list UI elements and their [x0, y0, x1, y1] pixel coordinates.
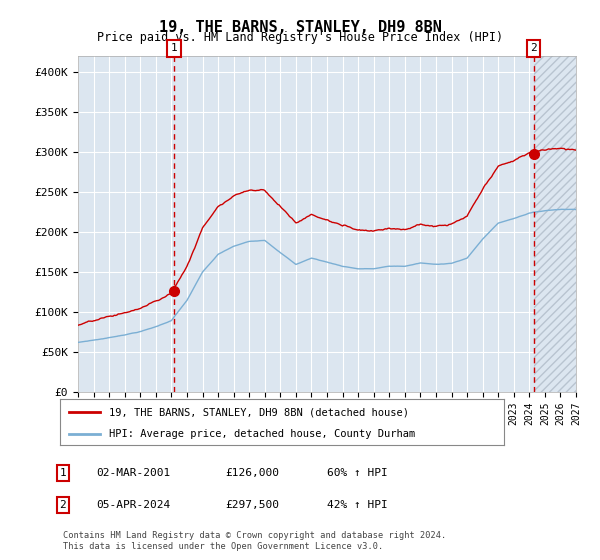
Text: 1: 1 [170, 43, 178, 53]
Text: Price paid vs. HM Land Registry's House Price Index (HPI): Price paid vs. HM Land Registry's House … [97, 31, 503, 44]
Text: 02-MAR-2001: 02-MAR-2001 [96, 468, 170, 478]
Text: This data is licensed under the Open Government Licence v3.0.: This data is licensed under the Open Gov… [63, 542, 383, 551]
Text: 1: 1 [59, 468, 67, 478]
Text: Contains HM Land Registry data © Crown copyright and database right 2024.: Contains HM Land Registry data © Crown c… [63, 531, 446, 540]
Text: 19, THE BARNS, STANLEY, DH9 8BN: 19, THE BARNS, STANLEY, DH9 8BN [158, 20, 442, 35]
Text: 60% ↑ HPI: 60% ↑ HPI [327, 468, 388, 478]
Text: HPI: Average price, detached house, County Durham: HPI: Average price, detached house, Coun… [109, 429, 415, 438]
Text: £297,500: £297,500 [225, 500, 279, 510]
Text: 05-APR-2024: 05-APR-2024 [96, 500, 170, 510]
Text: £126,000: £126,000 [225, 468, 279, 478]
Bar [533, 56, 576, 392]
Text: 19, THE BARNS, STANLEY, DH9 8BN (detached house): 19, THE BARNS, STANLEY, DH9 8BN (detache… [109, 407, 409, 417]
Text: 2: 2 [530, 43, 537, 53]
Text: 42% ↑ HPI: 42% ↑ HPI [327, 500, 388, 510]
Text: 2: 2 [59, 500, 67, 510]
